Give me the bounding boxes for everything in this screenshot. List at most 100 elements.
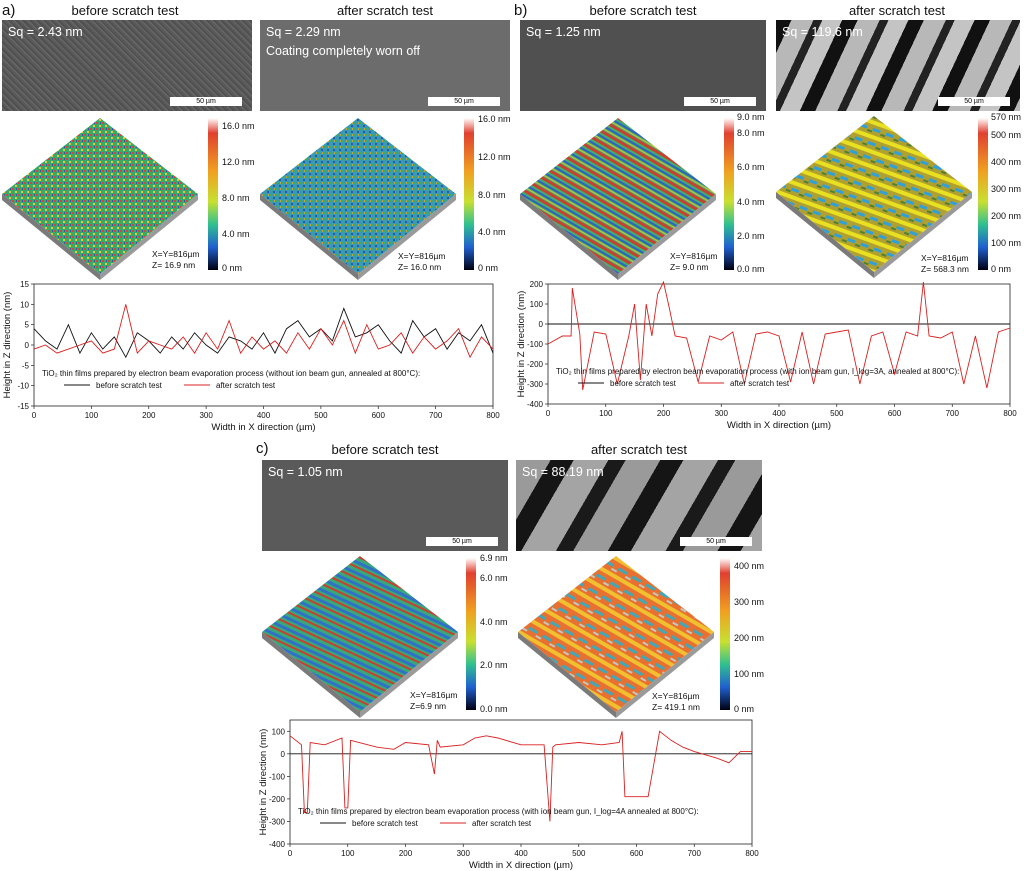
panel-c-afm-after-colorbar (720, 558, 730, 710)
panel-b-after-sq: Sq = 119.6 nm (782, 25, 863, 39)
chart-b-xtick-label-2: 200 (657, 409, 671, 418)
chart-c-ytick-label-3: -100 (269, 772, 286, 781)
chart-c-xtick-label-1: 100 (341, 849, 355, 858)
panel-a-before-scale-bar: 50 µm (170, 97, 242, 106)
panel-c-after-cb-tick-4: 0 nm (734, 704, 755, 714)
panel-b-before-dims: X=Y=816µm Z= 9.0 nm (670, 251, 718, 272)
panel-a-before-dims: X=Y=816µm Z= 16.9 nm (152, 249, 200, 270)
chart-b-xtick-label-7: 700 (946, 409, 960, 418)
chart-b-ylabel: Height in Z direction (nm) (516, 291, 527, 398)
chart-a-xtick-label-0: 0 (32, 411, 37, 420)
panel-b-before-cb-tick-2: 6.0 nm (737, 162, 765, 172)
chart-a-ytick-label-2: -5 (22, 361, 30, 370)
panel-b-before-cb-tick-4: 2.0 nm (737, 231, 765, 241)
chart-b-ytick-label-4: 0 (539, 320, 544, 329)
chart-b-legend-label-0: before scratch test (610, 379, 677, 388)
panel-a-after-cb-tick-2: 8.0 nm (478, 190, 506, 200)
chart-b-xtick-label-5: 500 (830, 409, 844, 418)
panel-c-before-cb-tick-1: 6.0 nm (480, 573, 508, 583)
chart-b-ytick-label-2: -200 (527, 360, 544, 369)
panel-a-after-scale-bar: 50 µm (428, 97, 500, 106)
chart-c-caption: TiO₂ thin films prepared by electron bea… (298, 807, 699, 816)
panel-c-before-title: before scratch test (331, 442, 439, 457)
panel-a-after-sq: Sq = 2.29 nm (266, 25, 341, 39)
chart-a-ytick-label-1: -10 (17, 382, 29, 391)
panel-c-before-sq: Sq = 1.05 nm (268, 465, 343, 479)
chart-a-ytick-label-0: -15 (17, 402, 29, 411)
panel-c-after-cb-tick-3: 100 nm (734, 669, 765, 679)
chart-a-ytick-label-6: 15 (20, 280, 29, 289)
panel-a-afm-after-surface (260, 118, 456, 280)
panel-b-before-cb-tick-1: 8.0 nm (737, 128, 765, 138)
chart-a-xtick-label-1: 100 (85, 411, 99, 420)
panel-a-afm-before-colorbar (208, 118, 218, 270)
chart-c-xlabel: Width in X direction (µm) (469, 860, 573, 871)
chart-a-series-line-1 (33, 304, 494, 359)
panel-c-after-scale-bar: 50 µm (680, 537, 752, 546)
chart-b-ytick-label-1: -300 (527, 380, 544, 389)
panel-c-before-cb-tick-0: 6.9 nm (480, 553, 508, 563)
chart-b-xlabel: Width in X direction (µm) (727, 420, 831, 431)
panel-b-before-cb-tick-5: 0.0 nm (737, 264, 765, 274)
chart-a-xtick-label-8: 800 (486, 411, 500, 420)
panel-c-before-dims: X=Y=816µm Z=6.9 nm (410, 690, 458, 711)
panel-b-afm-after-surface (776, 116, 972, 278)
panel-c-after-sq: Sq = 88.19 nm (522, 465, 604, 479)
panel-b-after-cb-tick-6: 0 nm (991, 264, 1012, 274)
chart-a-xtick-label-2: 200 (142, 411, 156, 420)
chart-b-ytick-label-3: -100 (527, 340, 544, 349)
panel-label-b: b) (514, 2, 528, 19)
chart-a-ytick-label-4: 5 (25, 321, 30, 330)
chart-c-xtick-label-7: 700 (688, 849, 702, 858)
panel-c-profile-chart: 0 100 200 300 400 500 600 700 800 -400 -300 -200 -10… (258, 719, 759, 871)
panel-a-before-cb-tick-4: 0 nm (222, 263, 243, 273)
panel-b-after-title: after scratch test (848, 3, 946, 18)
chart-a-xtick-label-7: 700 (429, 411, 443, 420)
panel-c-sem-before: Sq = 1.05 nm 50 µm (262, 460, 508, 551)
panel-a-afm-after-colorbar (464, 118, 474, 270)
chart-c-ylabel: Height in Z direction (nm) (258, 729, 269, 836)
chart-c-ytick-label-0: -400 (269, 840, 286, 849)
panel-b-sem-after: Sq = 119.6 nm 50 µm (776, 20, 1020, 111)
panel-a-profile-chart: 0 100 200 300 400 500 600 700 800 -15 -10 -5 0 5 10 15 W… (2, 280, 500, 433)
panel-c-sem-after: Sq = 88.19 nm 50 µm (516, 460, 762, 551)
chart-a-xlabel: Width in X direction (µm) (211, 422, 315, 433)
panel-c-after-cb-tick-0: 400 nm (734, 561, 765, 571)
chart-c-ytick-label-1: -300 (269, 817, 286, 826)
chart-a-series-line-0 (33, 307, 494, 359)
chart-c-xtick-label-8: 800 (745, 849, 759, 858)
chart-c-xtick-label-3: 300 (457, 849, 471, 858)
chart-b-xtick-label-8: 800 (1003, 409, 1017, 418)
panel-a-before-cb-tick-0: 16.0 nm (222, 121, 255, 131)
panel-b-before-scale-bar: 50 µm (684, 97, 756, 106)
chart-a-xtick-label-4: 400 (257, 411, 271, 420)
panel-b-before-cb-tick-0: 9.0 nm (737, 112, 765, 122)
chart-c-ytick-label-5: 100 (272, 727, 286, 736)
panel-b-after-scale-bar: 50 µm (938, 97, 1010, 106)
chart-b-caption: TiO₂ thin films prepared by electron bea… (556, 367, 959, 376)
panel-b-after-cb-tick-3: 300 nm (991, 184, 1022, 194)
chart-c-series-line-1 (289, 730, 752, 822)
panel-a-sem-before: Sq = 2.43 nm 50 µm (2, 20, 252, 111)
panel-a-after-cb-tick-1: 12.0 nm (478, 152, 511, 162)
chart-a-xtick-label-6: 600 (372, 411, 386, 420)
chart-b-xtick-label-3: 300 (715, 409, 729, 418)
panel-a-after-cb-tick-0: 16.0 nm (478, 114, 511, 124)
panel-b-before-sq: Sq = 1.25 nm (526, 25, 601, 39)
panel-c-before-scale-bar: 50 µm (426, 537, 498, 546)
panel-b-before-title: before scratch test (589, 3, 697, 18)
panel-c-before-cb-tick-4: 0.0 nm (480, 704, 508, 714)
panel-b-after-cb-tick-0: 570 nm (991, 112, 1022, 122)
chart-b-xtick-label-6: 600 (888, 409, 902, 418)
chart-c-xtick-label-2: 200 (399, 849, 413, 858)
panel-c-after-title: after scratch test (590, 442, 688, 457)
panel-a-before-sq: Sq = 2.43 nm (8, 25, 83, 39)
panel-a-after-title: after scratch test (336, 3, 434, 18)
panel-label-a: a) (2, 2, 16, 19)
chart-a-legend-label-0: before scratch test (96, 381, 163, 390)
panel-c-after-cb-tick-1: 300 nm (734, 597, 765, 607)
panel-b-after-cb-tick-5: 100 nm (991, 238, 1022, 248)
chart-b-series-line-1 (547, 280, 1011, 391)
panel-b-after-cb-tick-4: 200 nm (991, 211, 1022, 221)
chart-b-ytick-label-5: 100 (530, 300, 544, 309)
